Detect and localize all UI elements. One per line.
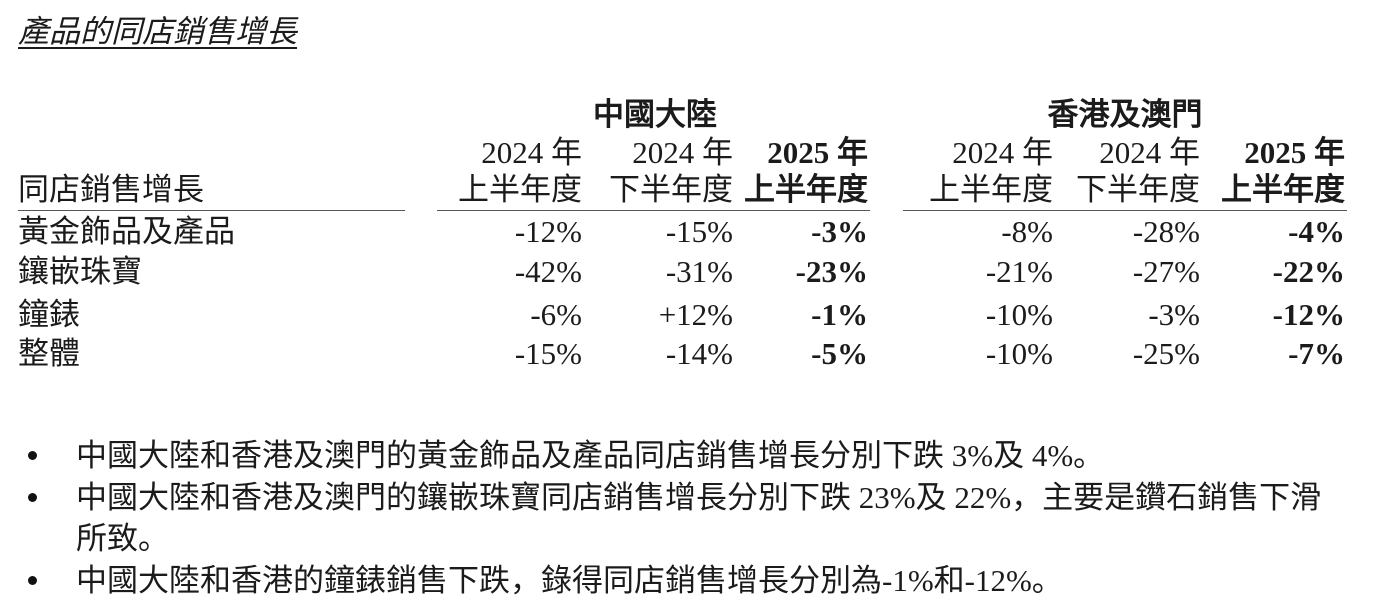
column-header-year: 2024 年 — [481, 135, 582, 170]
bullet-text-line: 中國大陸和香港及澳門的黃金飾品及產品同店銷售增長分別下跌 3%及 4%。 — [76, 438, 1105, 473]
bullet-text: 中國大陸和香港及澳門的鑲嵌珠寶同店銷售增長分別下跌 23%及 22%，主要是鑽石… — [76, 477, 1321, 559]
table-row: 鐘錶 -6% +12% -1% -10% -3% -12% — [0, 296, 1388, 334]
table-cell: -23% — [795, 254, 868, 289]
table-cell: -42% — [514, 254, 582, 289]
group-header-mainland-china: 中國大陸 — [593, 97, 717, 132]
table-row: 鑲嵌珠寶 -42% -31% -23% -21% -27% -22% — [0, 253, 1388, 291]
bullet-text: 中國大陸和香港及澳門的黃金飾品及產品同店銷售增長分別下跌 3%及 4%。 — [76, 435, 1104, 476]
bullet-text-line: 中國大陸和香港及澳門的鑲嵌珠寶同店銷售增長分別下跌 23%及 22%，主要是鑽石… — [76, 480, 1322, 515]
table-cell: -12% — [514, 214, 582, 249]
table-row: 整體 -15% -14% -5% -10% -25% -7% — [0, 335, 1388, 373]
table-cell: -27% — [1132, 254, 1200, 289]
table-cell: -6% — [530, 297, 582, 332]
bullet-text: 中國大陸和香港的鐘錶銷售下跌，錄得同店銷售增長分別為-1%和-12%。 — [76, 560, 1063, 601]
table-cell: -25% — [1132, 336, 1200, 371]
section-title: 產品的同店銷售增長 — [18, 14, 297, 49]
table-row: 黃金飾品及產品 -12% -15% -3% -8% -28% -4% — [0, 213, 1388, 251]
table-cell: -10% — [985, 297, 1053, 332]
column-header-row-period: 同店銷售增長 上半年度 下半年度 上半年度 上半年度 下半年度 上半年度 — [0, 171, 1388, 209]
bullet-dot — [28, 493, 37, 502]
table-cell: -21% — [985, 254, 1053, 289]
column-header-year: 2024 年 — [952, 135, 1053, 170]
column-header-year: 2025 年 — [1244, 135, 1345, 170]
column-header-year: 2024 年 — [632, 135, 733, 170]
table-cell: -31% — [665, 254, 733, 289]
row-header-label: 同店銷售增長 — [18, 172, 204, 207]
bullet-dot — [28, 576, 37, 585]
column-header-period: 上半年度 — [458, 172, 582, 207]
table-cell: -3% — [1148, 297, 1200, 332]
column-header-period: 上半年度 — [1221, 172, 1345, 207]
table-cell: -7% — [1288, 336, 1345, 371]
table-cell: -14% — [665, 336, 733, 371]
column-header-period: 下半年度 — [609, 172, 733, 207]
header-rule — [18, 210, 405, 211]
table-cell: -5% — [811, 336, 868, 371]
bullet-text-line: 中國大陸和香港的鐘錶銷售下跌，錄得同店銷售增長分別為-1%和-12%。 — [76, 563, 1063, 598]
table-cell: -8% — [1001, 214, 1053, 249]
table-cell: -3% — [811, 214, 868, 249]
row-label: 鑲嵌珠寶 — [18, 254, 142, 289]
table-cell: -15% — [665, 214, 733, 249]
row-label: 鐘錶 — [18, 297, 80, 332]
table-cell: -10% — [985, 336, 1053, 371]
row-label: 黃金飾品及產品 — [18, 214, 235, 249]
table-cell: -4% — [1288, 214, 1345, 249]
table-cell: -15% — [514, 336, 582, 371]
table-cell: -12% — [1272, 297, 1345, 332]
column-header-row-year: 2024 年 2024 年 2025 年 2024 年 2024 年 2025 … — [0, 134, 1388, 172]
table-cell: -1% — [811, 297, 868, 332]
column-header-year: 2025 年 — [767, 135, 868, 170]
header-rule — [903, 210, 1347, 211]
group-header-hong-kong-macau: 香港及澳門 — [1047, 97, 1203, 132]
column-header-period: 上半年度 — [929, 172, 1053, 207]
row-label: 整體 — [18, 336, 80, 371]
table-cell: -22% — [1272, 254, 1345, 289]
column-header-year: 2024 年 — [1099, 135, 1200, 170]
bullet-text-line: 所致。 — [76, 521, 169, 556]
column-header-period: 上半年度 — [744, 172, 868, 207]
table-cell: +12% — [658, 297, 733, 332]
column-header-period: 下半年度 — [1076, 172, 1200, 207]
bullet-dot — [28, 451, 37, 460]
header-rule — [437, 210, 870, 211]
table-cell: -28% — [1132, 214, 1200, 249]
